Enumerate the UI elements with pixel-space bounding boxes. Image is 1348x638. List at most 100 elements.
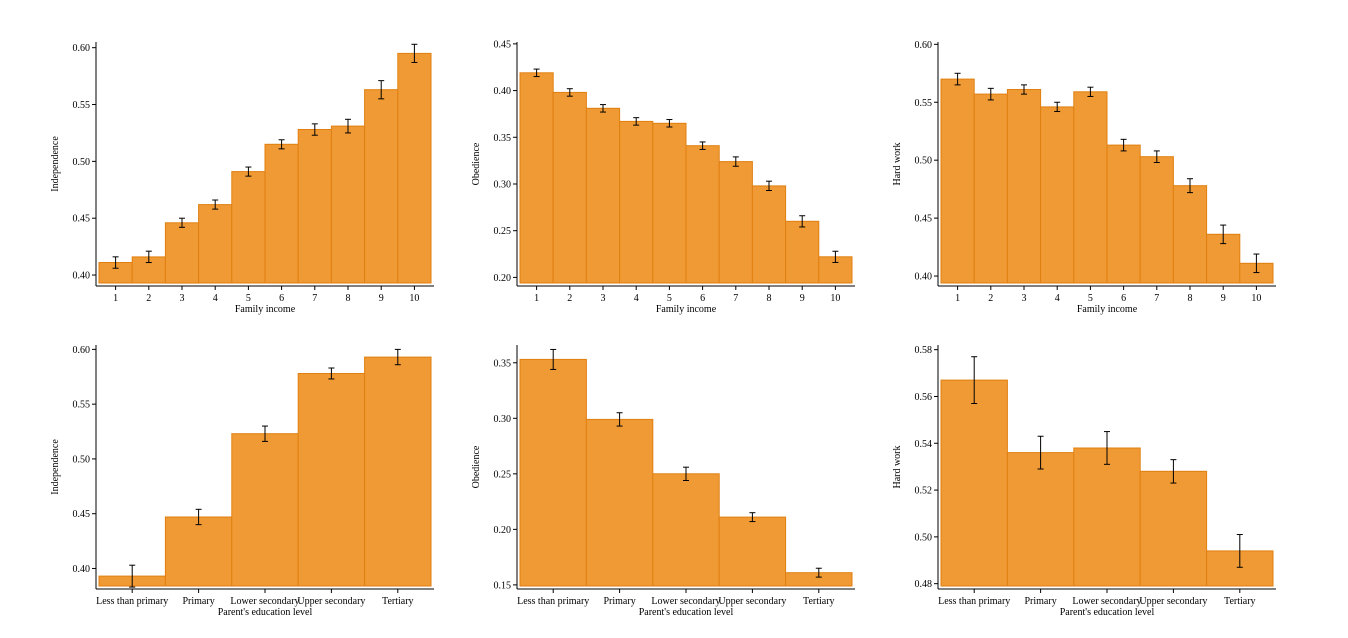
error-bar [666,119,673,128]
x-tick-label: 7 [312,293,317,304]
bar-6 [264,143,299,284]
x-tick-label: Lower secondary [651,596,720,607]
error-bar [832,250,839,263]
y-tick-label: 0.40 [915,272,933,283]
error-bar [345,118,351,134]
x-tick-label: 1 [113,293,118,304]
y-axis-title: Hard work [892,445,903,488]
x-axis-title: Family income [656,304,717,315]
bar-primary [1006,452,1075,587]
error-bar [1037,435,1044,470]
bar-3 [585,107,621,284]
y-axis-title: Independence [50,439,61,495]
y-tick-label: 0.40 [73,271,91,282]
x-tick-label: Upper secondary [297,596,365,607]
y-tick-label: 0.56 [915,392,933,403]
error-bar [954,72,961,86]
x-tick-label: 8 [767,293,772,304]
y-tick-label: 0.30 [494,414,512,425]
y-axis-title: Independence [50,136,61,192]
x-tick-label: 4 [634,293,639,304]
bar-less-than-primary [940,379,1008,587]
bar-2 [552,91,587,284]
error-bar [1187,178,1193,194]
x-tick-label: Primary [1024,596,1056,607]
x-tick-label: Tertiary [382,596,414,607]
y-tick-label: 0.55 [73,100,91,111]
bar-9 [1206,233,1241,284]
y-tick-label: 0.25 [494,469,512,480]
x-tick-label: 2 [567,293,572,304]
error-bar [699,141,706,150]
error-bar [1120,138,1127,152]
x-tick-label: 6 [700,293,705,304]
bar-lower-secondary [1073,447,1141,587]
bar-7 [1139,156,1174,284]
error-bar [683,466,689,481]
error-bar [311,123,318,136]
error-bar [633,117,640,126]
bar-tertiary [364,356,432,587]
y-tick-label: 0.55 [73,400,91,411]
y-tick-label: 0.40 [494,86,512,97]
bar-primary [164,516,233,587]
y-axis-title: Hard work [892,142,903,185]
error-bar [411,43,418,63]
y-tick-label: 0.45 [73,509,91,520]
error-bar [378,80,385,100]
y-tick-label: 0.50 [73,157,91,168]
y-tick-label: 0.35 [494,358,512,369]
error-bar [799,215,806,228]
bar-6 [1106,144,1141,284]
chart-panel-4: 0.40 0.45 0.50 0.55 0.60 Less than primary Pri… [50,345,434,618]
chart-panel-3: 0.40 0.45 0.50 0.55 0.60 1 2 3 4 5 6 7 8 9 10 Family in… [892,40,1276,315]
x-tick-label: 8 [346,293,351,304]
bar-3 [164,222,200,284]
bar-1 [519,72,554,284]
error-bar [245,166,252,177]
bar-8 [330,125,366,284]
chart-panel-5: 0.15 0.20 0.25 0.30 0.35 Less than primary Pri… [471,345,855,618]
x-tick-label: 9 [800,293,805,304]
error-bar [1170,459,1177,484]
bar-8 [751,185,787,284]
y-tick-label: 0.55 [915,98,933,109]
bar-6 [685,145,720,284]
x-tick-label: 1 [955,293,960,304]
error-bar [815,567,822,578]
y-tick-label: 0.30 [494,179,512,190]
y-tick-label: 0.58 [915,345,933,356]
error-bar [145,250,152,264]
error-bar [1021,84,1027,95]
bar-5 [1073,91,1108,284]
y-tick-label: 0.45 [915,214,933,225]
x-tick-label: 2 [146,293,151,304]
error-bar [566,88,573,97]
bar-4 [198,204,233,284]
chart-panel-1: 0.40 0.45 0.50 0.55 0.60 1 2 3 4 5 6 7 8 9 10 Family in… [50,42,434,315]
y-tick-label: 0.60 [73,43,91,54]
x-tick-label: 6 [279,293,284,304]
bar-5 [652,122,687,284]
chart-panel-6: 0.48 0.50 0.52 0.54 0.56 0.58 Less than primar… [892,345,1276,618]
error-bar [212,199,219,210]
error-bar [129,564,136,588]
x-tick-label: Primary [603,596,635,607]
y-axis-title: Obedience [471,445,482,488]
y-axis-title: Obedience [471,142,482,185]
bar-8 [1172,185,1208,284]
y-tick-label: 0.15 [494,580,512,591]
y-tick-label: 0.45 [73,214,91,225]
x-tick-label: Less than primary [517,596,589,607]
x-tick-label: 3 [1022,293,1027,304]
x-tick-label: Tertiary [803,596,835,607]
error-bar [278,139,285,150]
error-bar [1220,224,1227,245]
error-bar [1236,534,1243,568]
bar-4 [1040,106,1075,284]
y-tick-label: 0.48 [915,579,933,590]
y-tick-label: 0.35 [494,133,512,144]
error-bar [550,348,557,370]
error-bar [987,87,994,101]
